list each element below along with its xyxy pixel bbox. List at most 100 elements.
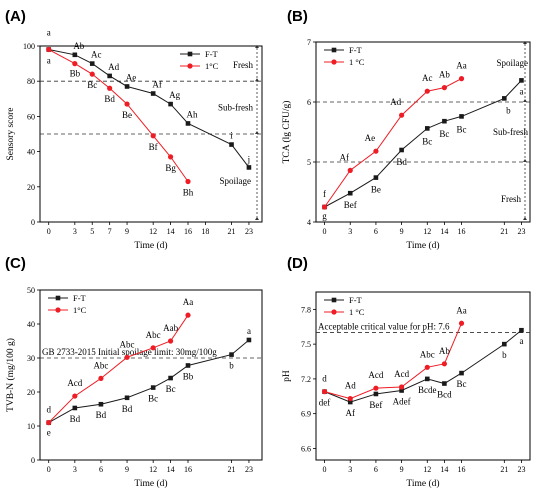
significance-label: Acd bbox=[67, 378, 82, 388]
legend-label: 1 °C bbox=[349, 307, 365, 317]
data-point-square bbox=[519, 78, 524, 83]
series-ft: e Bd Bd Bd Bc Bc Bb b a bbox=[46, 326, 252, 438]
data-point-circle bbox=[424, 88, 430, 94]
legend-label: F-T bbox=[73, 293, 87, 303]
y-tick-label: 100 bbox=[23, 42, 35, 51]
y-tick-label: 4 bbox=[307, 218, 311, 227]
panel-label: (D) bbox=[287, 255, 308, 272]
x-tick-label: 6 bbox=[374, 465, 378, 474]
data-point-circle bbox=[458, 76, 465, 82]
arrow-head-icon bbox=[255, 131, 259, 134]
x-tick-label: 16 bbox=[184, 465, 192, 474]
arrow-head-icon bbox=[523, 99, 527, 102]
data-point-circle bbox=[98, 375, 104, 381]
data-point-square bbox=[399, 147, 404, 153]
data-point-circle bbox=[185, 178, 191, 185]
significance-label: f bbox=[323, 189, 326, 199]
x-tick-label: 9 bbox=[125, 227, 129, 236]
significance-label: Ab bbox=[439, 70, 450, 80]
plot-frame bbox=[315, 291, 531, 461]
significance-label: Abc bbox=[420, 349, 435, 359]
significance-label: Bc bbox=[166, 384, 176, 394]
significance-label: Bc bbox=[457, 124, 467, 134]
legend: F-T 1 °C bbox=[324, 45, 365, 67]
x-axis-label: Time (d) bbox=[406, 478, 439, 489]
data-point-square bbox=[150, 91, 156, 96]
x-axis-label: Time (d) bbox=[406, 240, 439, 251]
x-tick-label: 3 bbox=[348, 465, 352, 474]
significance-label: Bc bbox=[148, 394, 158, 404]
data-point-square bbox=[98, 401, 104, 407]
x-tick-label: 12 bbox=[149, 465, 157, 474]
data-point-square bbox=[399, 388, 404, 393]
y-tick-label: 20 bbox=[27, 388, 35, 397]
legend-marker-square bbox=[55, 295, 61, 301]
y-axis-label: TCA (lg CFU/g) bbox=[281, 101, 292, 164]
data-point-square bbox=[150, 385, 156, 390]
x-tick-label: 0 bbox=[323, 227, 327, 236]
significance-label: Bcd bbox=[437, 390, 452, 400]
data-point-circle bbox=[72, 393, 78, 399]
y-axis-label: pH bbox=[282, 370, 292, 382]
zone-annotations: Spoilage Sub-fresh Fresh bbox=[493, 41, 528, 220]
significance-label: Bd bbox=[396, 157, 407, 167]
data-point-square bbox=[373, 391, 379, 397]
significance-label: Ab bbox=[73, 41, 84, 51]
x-tick-label: 12 bbox=[423, 465, 431, 474]
data-point-circle bbox=[424, 364, 430, 370]
significance-label: Bc bbox=[439, 129, 449, 139]
significance-label: Bcde bbox=[418, 385, 437, 395]
legend-marker-square bbox=[331, 47, 337, 53]
zone-label-sub-fresh: Sub-fresh bbox=[493, 127, 528, 137]
x-tick-label: 12 bbox=[423, 227, 431, 236]
arrow-head-icon bbox=[255, 78, 259, 82]
data-point-circle bbox=[441, 85, 447, 91]
data-point-circle bbox=[72, 61, 78, 67]
y-tick-label: 6.9 bbox=[301, 410, 311, 419]
data-point-circle bbox=[167, 154, 174, 160]
chart-panel-c: (C) 0 3 6 9 12 14 16 21 23 0 10 20 30 40 50 Time (d) TVB-… bbox=[5, 255, 263, 489]
x-tick-label: 14 bbox=[167, 465, 175, 474]
data-point-square bbox=[72, 405, 78, 411]
data-point-circle bbox=[373, 148, 379, 154]
series-ft: g Bef Be Bd Bc Bc Bc ba bbox=[322, 78, 524, 221]
significance-label: g bbox=[322, 211, 327, 221]
data-point-square bbox=[72, 52, 78, 58]
legend-marker-square bbox=[331, 297, 337, 303]
data-point-square bbox=[124, 395, 130, 401]
data-point-circle bbox=[185, 312, 191, 318]
significance-label: Ae bbox=[365, 133, 376, 143]
y-tick-label: 7 bbox=[307, 38, 311, 47]
data-point-square bbox=[229, 352, 234, 357]
significance-label: Bd bbox=[70, 414, 81, 424]
x-tick-label: 23 bbox=[245, 465, 253, 474]
x-tick-label: 9 bbox=[400, 465, 404, 474]
arrow-head-icon bbox=[255, 45, 259, 48]
data-point-square bbox=[459, 114, 464, 119]
legend: F-T 1°C bbox=[180, 49, 219, 71]
data-point-circle bbox=[89, 71, 95, 77]
significance-label: Bg bbox=[165, 163, 176, 173]
significance-label: Bc bbox=[457, 379, 467, 389]
y-axis-label: TVB-N (mg/100 g) bbox=[5, 338, 16, 412]
panel-label: (B) bbox=[287, 8, 308, 25]
chart-panel-d: (D) 0 3 6 9 12 14 16 21 23 6.6 6.9 7.2 7.5 7.8 Time (d)… bbox=[282, 255, 531, 489]
data-point-circle bbox=[347, 167, 353, 173]
significance-label: Bd bbox=[122, 404, 133, 414]
arrow-head-icon bbox=[255, 217, 259, 220]
x-tick-label: 3 bbox=[348, 227, 352, 236]
significance-label: Acd bbox=[394, 369, 409, 379]
zone-label-sub-fresh: Sub-fresh bbox=[218, 103, 253, 113]
data-point-circle bbox=[150, 345, 156, 351]
data-point-circle bbox=[107, 85, 113, 91]
x-tick-label: 23 bbox=[245, 227, 253, 236]
legend-marker-circle bbox=[187, 63, 193, 69]
data-point-square bbox=[502, 96, 507, 101]
data-point-circle bbox=[373, 385, 379, 391]
arrow-head-icon bbox=[523, 159, 527, 162]
x-axis-label: Time (d) bbox=[134, 240, 167, 251]
significance-label: Ac bbox=[91, 50, 102, 60]
y-tick-label: 50 bbox=[27, 286, 35, 295]
significance-label: Abc bbox=[146, 330, 161, 340]
